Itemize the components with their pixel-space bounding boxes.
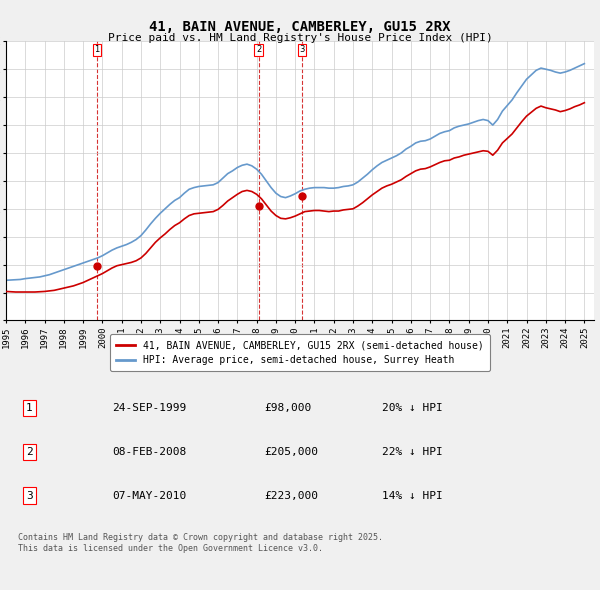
- Text: Contains HM Land Registry data © Crown copyright and database right 2025.
This d: Contains HM Land Registry data © Crown c…: [18, 533, 383, 552]
- Text: £223,000: £223,000: [265, 491, 319, 501]
- Text: 14% ↓ HPI: 14% ↓ HPI: [382, 491, 443, 501]
- Text: 2: 2: [26, 447, 33, 457]
- Text: 1: 1: [95, 45, 100, 54]
- Text: 08-FEB-2008: 08-FEB-2008: [112, 447, 186, 457]
- Text: 22% ↓ HPI: 22% ↓ HPI: [382, 447, 443, 457]
- Text: Price paid vs. HM Land Registry's House Price Index (HPI): Price paid vs. HM Land Registry's House …: [107, 33, 493, 42]
- Text: £98,000: £98,000: [265, 403, 312, 413]
- Text: 3: 3: [299, 45, 305, 54]
- Text: 20% ↓ HPI: 20% ↓ HPI: [382, 403, 443, 413]
- Text: 2: 2: [256, 45, 261, 54]
- Text: 3: 3: [26, 491, 33, 501]
- Text: 07-MAY-2010: 07-MAY-2010: [112, 491, 186, 501]
- Text: 24-SEP-1999: 24-SEP-1999: [112, 403, 186, 413]
- Text: 1: 1: [26, 403, 33, 413]
- Text: £205,000: £205,000: [265, 447, 319, 457]
- Text: 41, BAIN AVENUE, CAMBERLEY, GU15 2RX: 41, BAIN AVENUE, CAMBERLEY, GU15 2RX: [149, 19, 451, 34]
- Legend: 41, BAIN AVENUE, CAMBERLEY, GU15 2RX (semi-detached house), HPI: Average price, : 41, BAIN AVENUE, CAMBERLEY, GU15 2RX (se…: [110, 335, 490, 371]
